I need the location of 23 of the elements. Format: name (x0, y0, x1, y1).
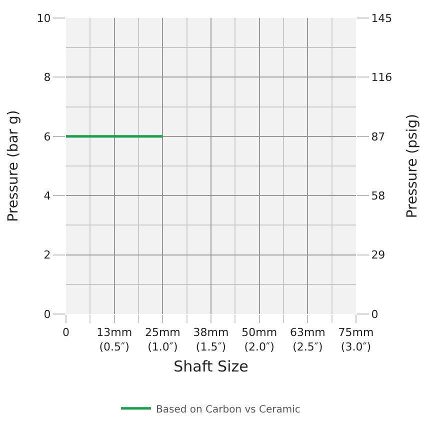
y-tick-label: 4 (44, 189, 51, 202)
y2-tick-label: 0 (371, 308, 378, 321)
y2-axis-title: Pressure (psig) (404, 114, 420, 218)
y2-tick-label: 116 (371, 71, 392, 84)
x-tick-label: 25mm (1.0″) (144, 326, 180, 354)
x-tick-label: 63mm (2.5″) (290, 326, 326, 354)
x-axis-title: Shaft Size (174, 358, 248, 376)
legend-label: Based on Carbon vs Ceramic (156, 404, 300, 416)
y-tick-label: 6 (44, 130, 51, 144)
y2-tick-label: 145 (371, 12, 392, 25)
x-tick-label: 0 (62, 326, 70, 340)
x-tick-label: 50mm (2.0″) (242, 326, 278, 354)
y2-tick-label: 29 (371, 248, 386, 262)
y-tick-label: 2 (44, 248, 51, 262)
y2-tick-label: 58 (371, 189, 386, 202)
y-axis-title: Pressure (bar g) (5, 110, 22, 222)
y-tick-label: 8 (44, 71, 51, 84)
x-tick-label: 38mm (1.5″) (193, 326, 229, 354)
y2-tick-label: 87 (371, 130, 386, 144)
y-tick-label: 0 (44, 308, 51, 321)
x-tick-label: 75mm (3.0″) (338, 326, 374, 354)
x-tick-label: 13mm (0.5″) (96, 326, 132, 354)
y-tick-label: 10 (36, 12, 51, 25)
